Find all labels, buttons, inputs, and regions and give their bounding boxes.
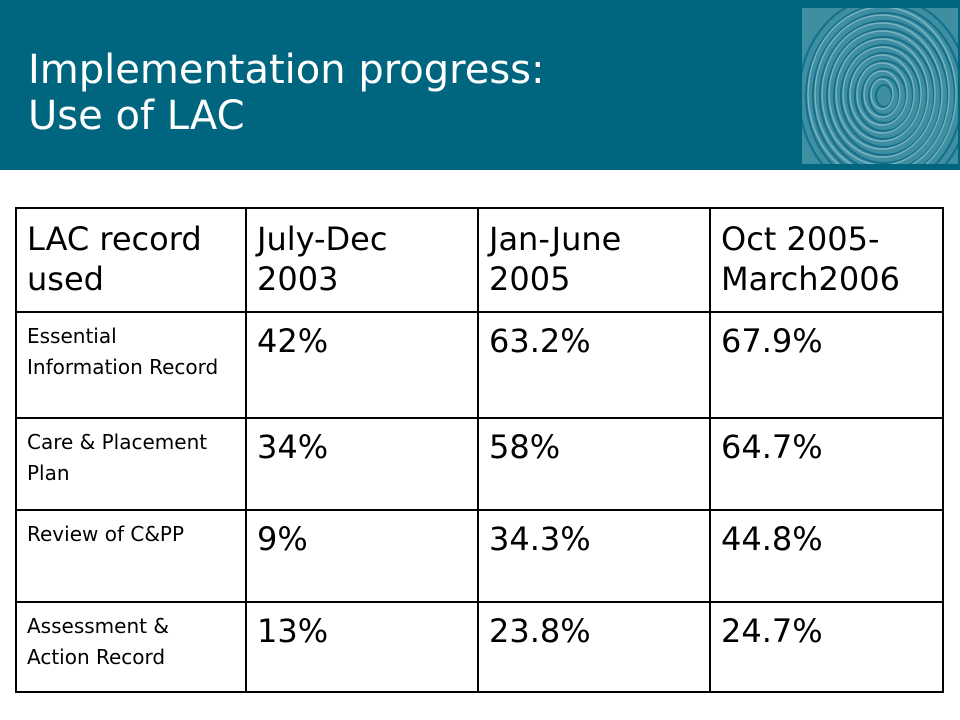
table-cell: 58%: [477, 417, 711, 511]
lac-usage-table: LAC record used July-Dec 2003 Jan-June 2…: [15, 207, 944, 693]
title-band: Implementation progress: Use of LAC: [0, 0, 960, 170]
table-row: Review of C&PP 9% 34.3% 44.8%: [15, 509, 944, 603]
table-cell: 42%: [245, 311, 479, 419]
table-cell: 34%: [245, 417, 479, 511]
table-row: Essential Information Record 42% 63.2% 6…: [15, 311, 944, 419]
column-header: Oct 2005-March2006: [709, 207, 944, 313]
row-label: Essential Information Record: [15, 311, 247, 419]
table-cell: 9%: [245, 509, 479, 603]
table-cell: 64.7%: [709, 417, 944, 511]
column-header: Jan-June 2005: [477, 207, 711, 313]
column-header: July-Dec 2003: [245, 207, 479, 313]
table-cell: 23.8%: [477, 601, 711, 693]
slide-title-line-2: Use of LAC: [28, 93, 245, 139]
table-cell: 67.9%: [709, 311, 944, 419]
fingerprint-icon: [802, 8, 958, 164]
table-row: Assessment & Action Record 13% 23.8% 24.…: [15, 601, 944, 693]
row-label: Review of C&PP: [15, 509, 247, 603]
table-cell: 34.3%: [477, 509, 711, 603]
table-cell: 44.8%: [709, 509, 944, 603]
row-label: Care & Placement Plan: [15, 417, 247, 511]
table-cell: 13%: [245, 601, 479, 693]
table-header-row: LAC record used July-Dec 2003 Jan-June 2…: [15, 207, 944, 313]
table-cell: 24.7%: [709, 601, 944, 693]
table-row: Care & Placement Plan 34% 58% 64.7%: [15, 417, 944, 511]
column-header: LAC record used: [15, 207, 247, 313]
table-cell: 63.2%: [477, 311, 711, 419]
slide-title-line-1: Implementation progress:: [28, 47, 545, 93]
slide-title: Implementation progress: Use of LAC: [28, 47, 544, 139]
row-label: Assessment & Action Record: [15, 601, 247, 693]
